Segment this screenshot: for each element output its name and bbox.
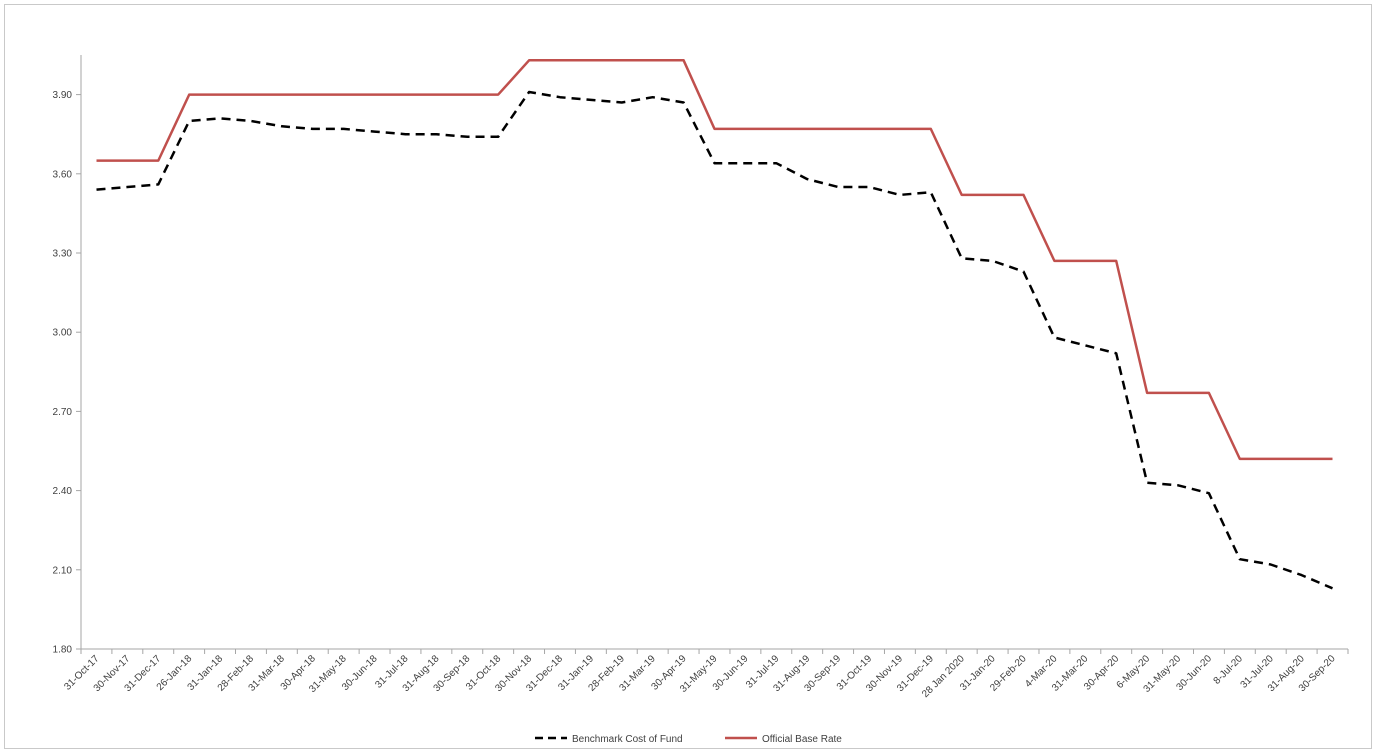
x-axis-ticks: 31-Oct-1730-Nov-1731-Dec-1726-Jan-1831-J… xyxy=(62,649,1349,700)
legend-label-base-rate: Official Base Rate xyxy=(762,734,842,745)
series-layer xyxy=(96,59,1333,590)
y-tick-label: 3.90 xyxy=(53,90,73,101)
legend-label-benchmark: Benchmark Cost of Fund xyxy=(572,734,683,745)
y-tick-label: 2.70 xyxy=(53,407,73,418)
y-tick-label: 3.30 xyxy=(53,249,73,260)
chart-frame: 1.80 2.10 2.40 2.70 3.00 3.30 3.60 3.90 31-Oct-… xyxy=(4,4,1372,749)
y-tick-label: 3.60 xyxy=(53,169,73,180)
line-chart: 1.80 2.10 2.40 2.70 3.00 3.30 3.60 3.90 31-Oct-… xyxy=(53,55,1349,745)
series-line-benchmark-cost-of-fund xyxy=(96,90,1333,590)
legend-item-benchmark: Benchmark Cost of Fund xyxy=(535,734,683,745)
y-axis-ticks: 1.80 2.10 2.40 2.70 3.00 3.30 3.60 3.90 xyxy=(53,90,81,656)
legend: Benchmark Cost of Fund Official Base Rat… xyxy=(535,734,842,745)
series-line-official-base-rate xyxy=(96,59,1333,461)
y-tick-label: 2.40 xyxy=(53,486,73,497)
y-tick-label: 2.10 xyxy=(53,565,73,576)
legend-item-base-rate: Official Base Rate xyxy=(725,734,842,745)
y-tick-label: 1.80 xyxy=(53,645,73,656)
axes xyxy=(80,55,1348,650)
y-tick-label: 3.00 xyxy=(53,328,73,339)
